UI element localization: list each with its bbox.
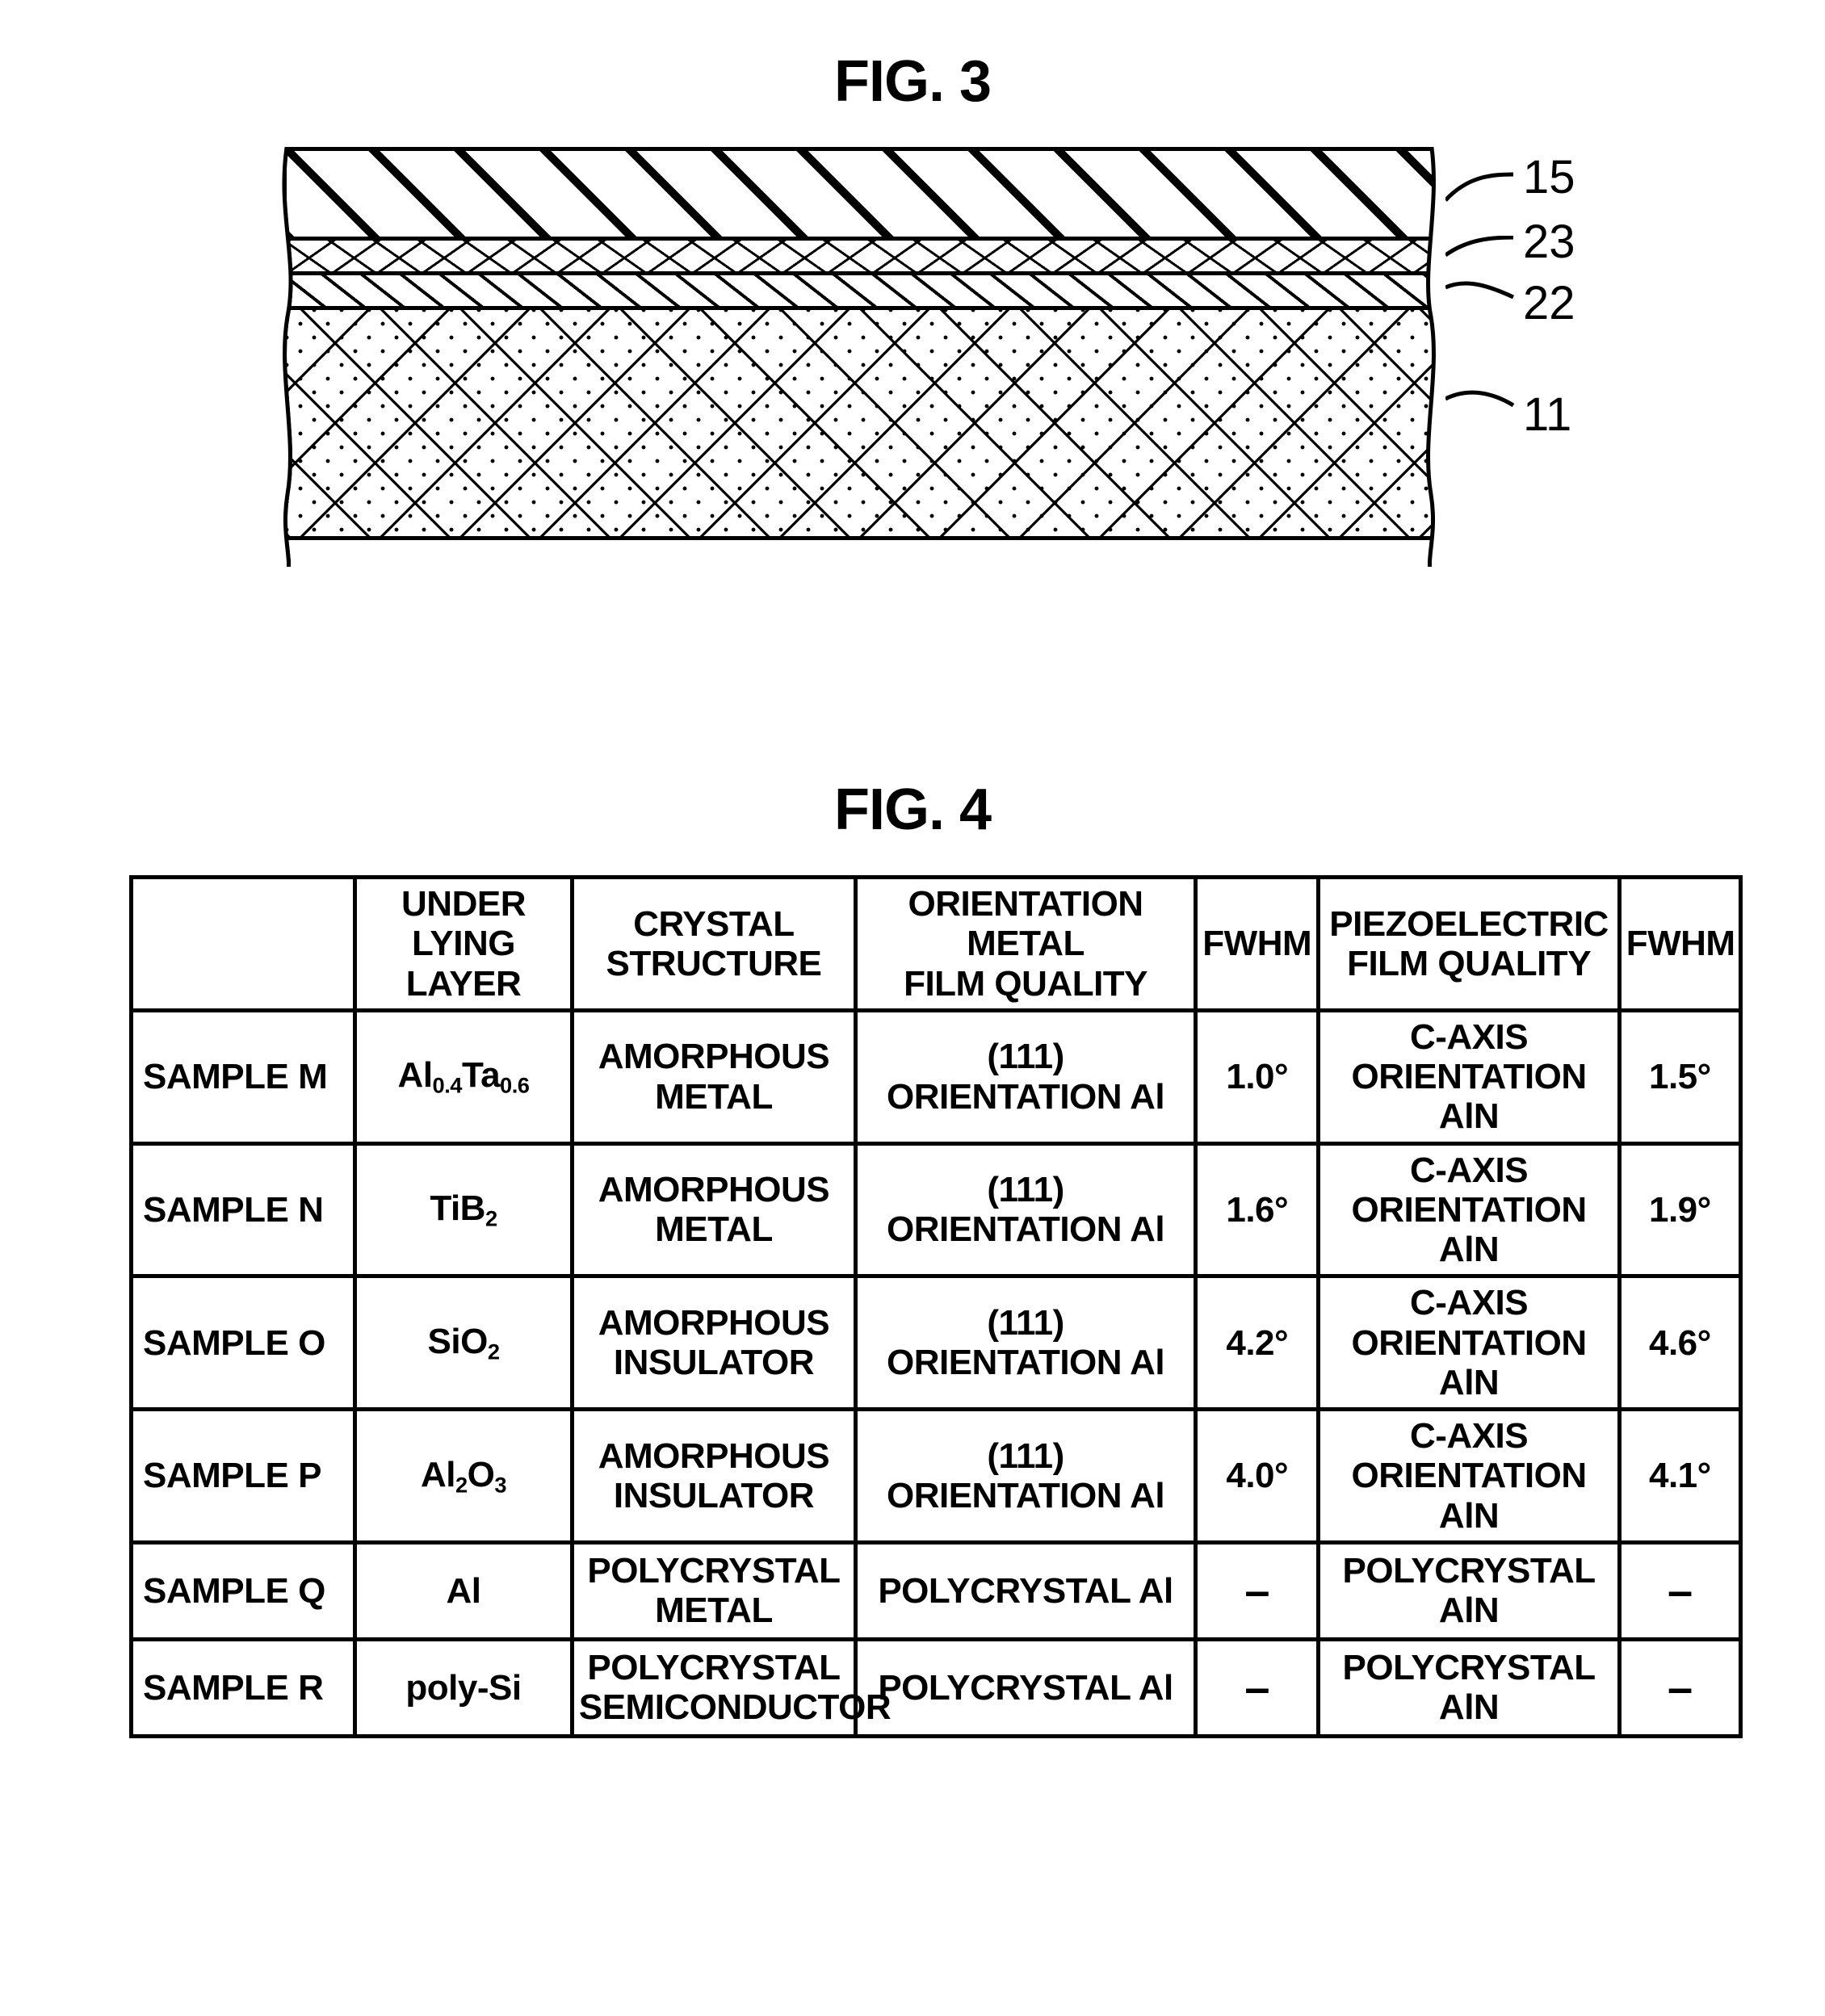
cell-underlying: TiB2 xyxy=(355,1143,573,1276)
cell-fwhm1: – xyxy=(1196,1542,1319,1639)
th-cryst: CRYSTALSTRUCTURE xyxy=(572,878,855,1011)
fig4-title: FIG. 4 xyxy=(0,777,1825,843)
cell-piezo: C-AXISORIENTATION AlN xyxy=(1319,1410,1619,1543)
cell-crystal: POLYCRYSTALSEMICONDUCTOR xyxy=(572,1639,855,1736)
layer-23 xyxy=(283,237,1437,275)
cell-piezo: C-AXISORIENTATION AlN xyxy=(1319,1010,1619,1143)
cell-crystal: AMORPHOUSINSULATOR xyxy=(572,1276,855,1410)
cell-sample: SAMPLE Q xyxy=(132,1542,355,1639)
cell-piezo: C-AXISORIENTATION AlN xyxy=(1319,1276,1619,1410)
table-row: SAMPLE OSiO2AMORPHOUSINSULATOR(111)ORIEN… xyxy=(132,1276,1741,1410)
layer-15 xyxy=(283,147,1437,241)
callout-22-label: 22 xyxy=(1523,276,1575,330)
cell-fwhm2: 4.6° xyxy=(1619,1276,1740,1410)
cell-fwhm2: 4.1° xyxy=(1619,1410,1740,1543)
cell-underlying: poly-Si xyxy=(355,1639,573,1736)
th-under: UNDER LYINGLAYER xyxy=(355,878,573,1011)
cell-fwhm2: – xyxy=(1619,1542,1740,1639)
table-body: SAMPLE MAl0.4Ta0.6AMORPHOUSMETAL(111)ORI… xyxy=(132,1010,1741,1736)
layer-22 xyxy=(283,271,1437,310)
fig3-cross-section: 15 23 22 11 xyxy=(283,147,1542,567)
callout-11-label: 11 xyxy=(1523,388,1571,442)
cell-piezo: POLYCRYSTAL AlN xyxy=(1319,1542,1619,1639)
layer-11 xyxy=(283,306,1437,540)
cell-sample: SAMPLE M xyxy=(132,1010,355,1143)
table-row: SAMPLE QAlPOLYCRYSTALMETALPOLYCRYSTAL Al… xyxy=(132,1542,1741,1639)
table-row: SAMPLE PAl2O3AMORPHOUSINSULATOR(111)ORIE… xyxy=(132,1410,1741,1543)
cell-fwhm2: 1.9° xyxy=(1619,1143,1740,1276)
cell-orientation: (111)ORIENTATION Al xyxy=(856,1410,1196,1543)
cell-underlying: Al0.4Ta0.6 xyxy=(355,1010,573,1143)
cell-fwhm1: 1.0° xyxy=(1196,1010,1319,1143)
table-row: SAMPLE MAl0.4Ta0.6AMORPHOUSMETAL(111)ORI… xyxy=(132,1010,1741,1143)
th-sample xyxy=(132,878,355,1011)
callout-23-label: 23 xyxy=(1523,215,1575,269)
table-row: SAMPLE NTiB2AMORPHOUSMETAL(111)ORIENTATI… xyxy=(132,1143,1741,1276)
cell-fwhm1: 4.0° xyxy=(1196,1410,1319,1543)
cell-orientation: (111)ORIENTATION Al xyxy=(856,1276,1196,1410)
cell-piezo: POLYCRYSTAL AlN xyxy=(1319,1639,1619,1736)
cell-sample: SAMPLE N xyxy=(132,1143,355,1276)
cell-orientation: (111)ORIENTATION Al xyxy=(856,1010,1196,1143)
th-orient: ORIENTATION METALFILM QUALITY xyxy=(856,878,1196,1011)
cell-sample: SAMPLE P xyxy=(132,1410,355,1543)
cell-underlying: SiO2 xyxy=(355,1276,573,1410)
th-piezo: PIEZOELECTRICFILM QUALITY xyxy=(1319,878,1619,1011)
cell-crystal: AMORPHOUSINSULATOR xyxy=(572,1410,855,1543)
cell-sample: SAMPLE R xyxy=(132,1639,355,1736)
cell-piezo: C-AXISORIENTATION AlN xyxy=(1319,1143,1619,1276)
callout-15-label: 15 xyxy=(1523,150,1575,204)
cell-orientation: POLYCRYSTAL Al xyxy=(856,1542,1196,1639)
cell-fwhm2: – xyxy=(1619,1639,1740,1736)
cell-underlying: Al xyxy=(355,1542,573,1639)
cell-fwhm2: 1.5° xyxy=(1619,1010,1740,1143)
th-fwhm1: FWHM xyxy=(1196,878,1319,1011)
fig3-title: FIG. 3 xyxy=(0,48,1825,115)
cell-fwhm1: 1.6° xyxy=(1196,1143,1319,1276)
cell-sample: SAMPLE O xyxy=(132,1276,355,1410)
table-row: SAMPLE Rpoly-SiPOLYCRYSTALSEMICONDUCTORP… xyxy=(132,1639,1741,1736)
cell-orientation: (111)ORIENTATION Al xyxy=(856,1143,1196,1276)
cell-crystal: AMORPHOUSMETAL xyxy=(572,1010,855,1143)
th-fwhm2: FWHM xyxy=(1619,878,1740,1011)
sample-table: UNDER LYINGLAYER CRYSTALSTRUCTURE ORIENT… xyxy=(129,875,1743,1738)
table-header-row: UNDER LYINGLAYER CRYSTALSTRUCTURE ORIENT… xyxy=(132,878,1741,1011)
cell-fwhm1: – xyxy=(1196,1639,1319,1736)
cell-orientation: POLYCRYSTAL Al xyxy=(856,1639,1196,1736)
cell-crystal: AMORPHOUSMETAL xyxy=(572,1143,855,1276)
cell-underlying: Al2O3 xyxy=(355,1410,573,1543)
cell-fwhm1: 4.2° xyxy=(1196,1276,1319,1410)
cell-crystal: POLYCRYSTALMETAL xyxy=(572,1542,855,1639)
